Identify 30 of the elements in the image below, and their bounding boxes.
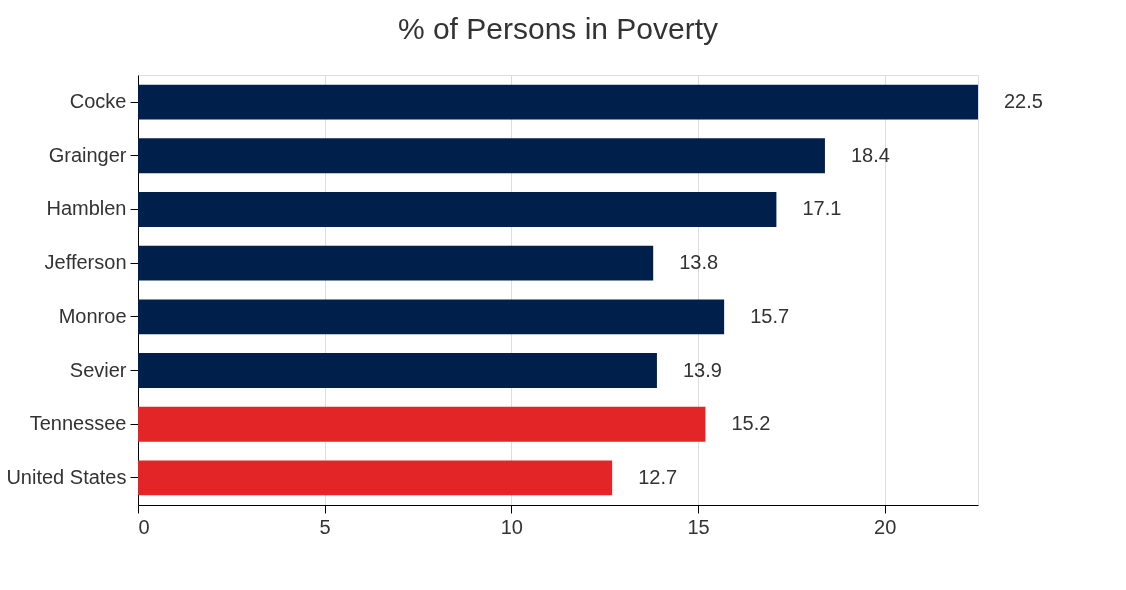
x-tick-label: 0 bbox=[138, 515, 150, 538]
x-tick-label: 5 bbox=[319, 515, 331, 538]
data-label: 12.7 bbox=[638, 465, 678, 488]
bar bbox=[138, 138, 825, 174]
data-label: 13.8 bbox=[679, 251, 719, 274]
data-label: 13.9 bbox=[682, 358, 722, 381]
chart-title: % of Persons in Poverty bbox=[397, 12, 719, 45]
bar bbox=[138, 192, 777, 227]
y-tick-label: Jefferson bbox=[44, 251, 127, 274]
y-tick-label: Sevier bbox=[69, 358, 127, 381]
bar bbox=[138, 299, 725, 335]
y-tick-label: Grainger bbox=[48, 143, 127, 166]
y-tick-label: United States bbox=[6, 465, 127, 488]
bar bbox=[138, 245, 654, 281]
bar bbox=[138, 406, 706, 442]
data-label: 22.5 bbox=[1004, 90, 1043, 113]
data-label: 18.4 bbox=[850, 143, 890, 166]
data-label: 15.2 bbox=[731, 412, 771, 435]
x-tick-label: 20 bbox=[874, 515, 897, 538]
y-tick-label: Tennessee bbox=[29, 412, 127, 435]
bar bbox=[138, 353, 657, 388]
y-tick-label: Hamblen bbox=[46, 197, 127, 220]
bar bbox=[138, 84, 978, 120]
y-tick-label: Monroe bbox=[58, 304, 127, 327]
data-label: 17.1 bbox=[802, 197, 842, 220]
data-label: 15.7 bbox=[750, 304, 790, 327]
x-tick-label: 10 bbox=[500, 515, 523, 538]
y-tick-label: Cocke bbox=[69, 90, 127, 113]
bar bbox=[138, 460, 613, 496]
x-tick-label: 15 bbox=[687, 515, 710, 538]
